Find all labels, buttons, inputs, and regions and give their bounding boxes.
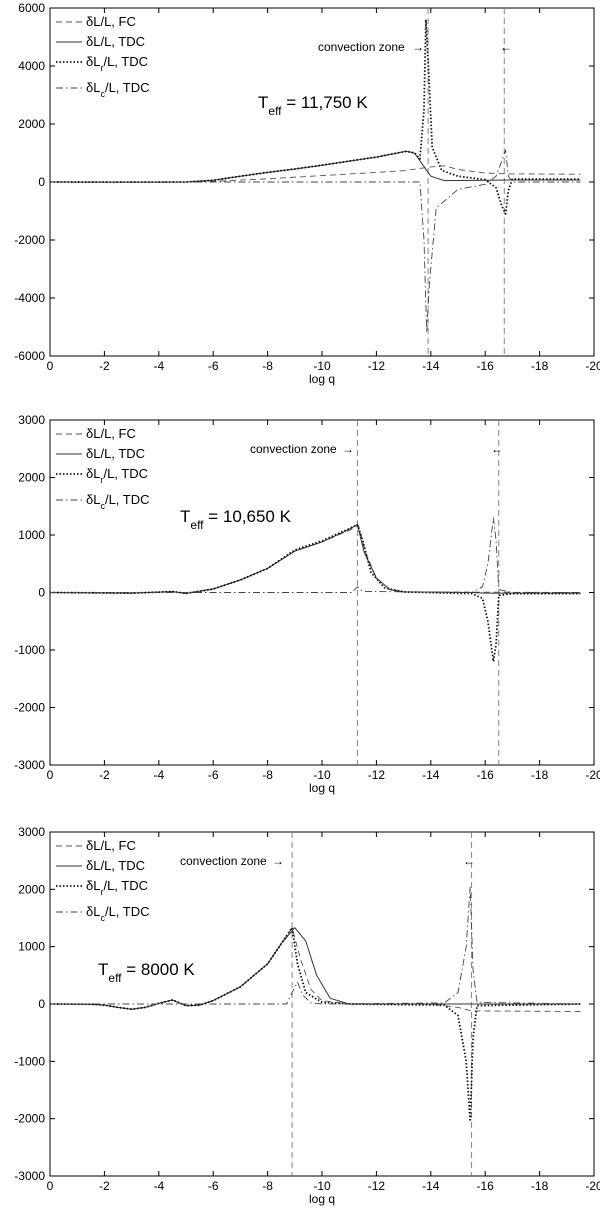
panel-3-convection-zone-arrow-left: ← bbox=[463, 854, 475, 868]
panel-2-x-tick-label: -4 bbox=[153, 768, 164, 782]
panel-2-x-tick-label: -10 bbox=[313, 768, 331, 782]
panel-3-x-tick-label: 0 bbox=[47, 1179, 54, 1193]
panel-2-series-line-dotted bbox=[49, 523, 581, 663]
panel-3-x-tick-label: -18 bbox=[531, 1179, 549, 1193]
panel-2-x-tick-label: -12 bbox=[368, 768, 386, 782]
panel-1-x-axis-label: log q bbox=[309, 372, 335, 386]
panel-2-convection-zone-label: convection zone bbox=[250, 442, 337, 456]
panel-1-x-tick-label: 0 bbox=[47, 359, 54, 373]
panel-1-legend-entry: δL/L, FC bbox=[86, 14, 136, 29]
panel-3-y-tick-label: 1000 bbox=[18, 940, 45, 954]
panel-3-legend-entry: δL/L, TDC bbox=[86, 858, 145, 873]
panel-3-x-tick-label: -14 bbox=[422, 1179, 440, 1193]
panel-2-series-line-dashdot bbox=[50, 517, 581, 593]
panel-3-convection-zone-arrow-right: → bbox=[272, 854, 284, 868]
panel-1-y-tick-label: -6000 bbox=[14, 349, 45, 363]
panel-2-series-line-solid bbox=[49, 524, 581, 594]
panel-3-y-tick-label: -1000 bbox=[14, 1054, 45, 1068]
panel-2-legend-entry: δL/L, FC bbox=[86, 426, 136, 441]
panel-2-y-tick-label: 2000 bbox=[18, 471, 45, 485]
panel-3-x-tick-label: -16 bbox=[477, 1179, 495, 1193]
panel-1-x-tick-label: -8 bbox=[262, 359, 273, 373]
panel-2-x-tick-label: -2 bbox=[99, 768, 110, 782]
panel-3-y-tick-label: 3000 bbox=[18, 825, 45, 839]
panel-3-x-tick-label: -4 bbox=[153, 1179, 164, 1193]
panel-3-legend-entry: δLr/L, TDC bbox=[86, 878, 148, 897]
panel-1-legend-entry: δLc/L, TDC bbox=[86, 80, 150, 99]
panel-1-y-tick-label: -2000 bbox=[14, 233, 45, 247]
panel-2-series-line-dashed bbox=[49, 525, 581, 594]
panel-2-x-tick-label: -18 bbox=[531, 768, 549, 782]
panel-3-x-tick-label: -10 bbox=[313, 1179, 331, 1193]
panel-2-teff-label: Teff = 10,650 K bbox=[180, 507, 292, 532]
panel-1-teff-label: Teff = 11,750 K bbox=[258, 93, 368, 118]
panel-1-x-tick-label: -16 bbox=[477, 359, 495, 373]
panel-1-series-line-dashed bbox=[50, 165, 581, 183]
panel-2-x-tick-label: -8 bbox=[262, 768, 273, 782]
panel-3-x-tick-label: -12 bbox=[368, 1179, 386, 1193]
panel-2-convection-zone-arrow-right: → bbox=[342, 442, 354, 456]
panel-3-series-line-dashdot bbox=[50, 886, 581, 1005]
panel-1-x-tick-label: -10 bbox=[313, 359, 331, 373]
panel-1-series-line-dashdot bbox=[50, 149, 581, 334]
panel-1-x-tick-label: -20 bbox=[585, 359, 600, 373]
panel-2-y-tick-label: -2000 bbox=[14, 701, 45, 715]
panel-2-y-tick-label: 0 bbox=[38, 586, 45, 600]
panel-3-x-tick-label: -8 bbox=[262, 1179, 273, 1193]
panel-1-x-tick-label: -18 bbox=[531, 359, 549, 373]
panel-2-x-tick-label: -20 bbox=[585, 768, 600, 782]
panel-1-legend-entry: δLr/L, TDC bbox=[86, 54, 148, 73]
panel-3-y-tick-label: 2000 bbox=[18, 882, 45, 896]
panel-3-x-tick-label: -6 bbox=[208, 1179, 219, 1193]
panel-2-x-tick-label: -14 bbox=[422, 768, 440, 782]
panel-1-x-tick-label: -4 bbox=[153, 359, 164, 373]
panel-2-x-axis-label: log q bbox=[309, 781, 335, 795]
panel-1-x-tick-label: -2 bbox=[99, 359, 110, 373]
panel-3-teff-label: Teff = 8000 K bbox=[98, 960, 195, 985]
panel-3-y-tick-label: 0 bbox=[38, 997, 45, 1011]
panel-1-legend-entry: δL/L, TDC bbox=[86, 34, 145, 49]
panel-3-y-tick-label: -2000 bbox=[14, 1112, 45, 1126]
panel-1-y-tick-label: 0 bbox=[38, 175, 45, 189]
panel-1-y-tick-label: -4000 bbox=[14, 291, 45, 305]
panel-1-x-tick-label: -6 bbox=[208, 359, 219, 373]
panel-2-x-tick-label: -6 bbox=[208, 768, 219, 782]
panel-3-legend-entry: δL/L, FC bbox=[86, 838, 136, 853]
panel-2-legend-entry: δLc/L, TDC bbox=[86, 492, 150, 511]
panel-1-convection-zone-label: convection zone bbox=[318, 40, 405, 54]
panel-2-legend-entry: δLr/L, TDC bbox=[86, 466, 148, 485]
panel-1-x-tick-label: -14 bbox=[422, 359, 440, 373]
panel-2-legend-entry: δL/L, TDC bbox=[86, 446, 145, 461]
panel-3-convection-zone-label: convection zone bbox=[180, 854, 267, 868]
panel-2-y-tick-label: -3000 bbox=[14, 758, 45, 772]
panel-3-x-tick-label: -20 bbox=[585, 1179, 600, 1193]
panel-2-y-tick-label: -1000 bbox=[14, 643, 45, 657]
panel-2-x-tick-label: -16 bbox=[477, 768, 495, 782]
panel-2-x-tick-label: 0 bbox=[47, 768, 54, 782]
panel-1-convection-zone-arrow-left: ← bbox=[500, 40, 512, 54]
panel-2-y-tick-label: 1000 bbox=[18, 528, 45, 542]
panel-3-x-tick-label: -2 bbox=[99, 1179, 110, 1193]
panel-1-y-tick-label: 4000 bbox=[18, 59, 45, 73]
panel-1-y-tick-label: 6000 bbox=[18, 1, 45, 15]
panel-3-x-axis-label: log q bbox=[309, 1192, 335, 1206]
panel-3-y-tick-label: -3000 bbox=[14, 1169, 45, 1183]
panel-1-y-tick-label: 2000 bbox=[18, 117, 45, 131]
panel-2-convection-zone-arrow-left: ← bbox=[491, 442, 503, 456]
panel-1-convection-zone-arrow-right: → bbox=[412, 40, 424, 54]
panel-3-legend-entry: δLc/L, TDC bbox=[86, 904, 150, 923]
panel-2-y-tick-label: 3000 bbox=[18, 413, 45, 427]
panel-3-series-line-dotted bbox=[49, 926, 581, 1123]
panel-1-x-tick-label: -12 bbox=[368, 359, 386, 373]
